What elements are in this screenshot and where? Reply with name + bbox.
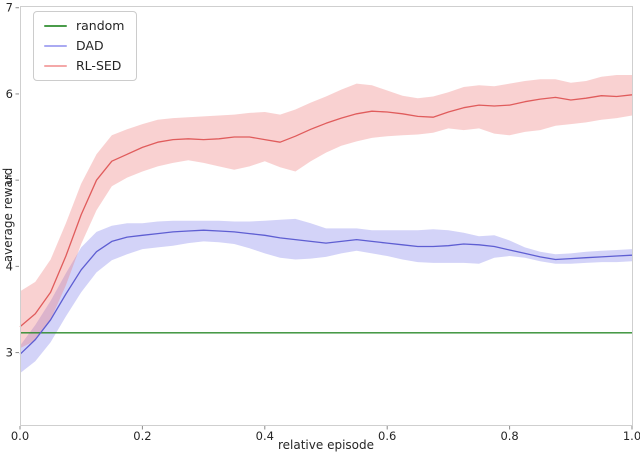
x-tick-label: 0.0 bbox=[11, 429, 29, 443]
y-tick-label: 5 bbox=[6, 173, 13, 187]
legend-label-dad: DAD bbox=[76, 38, 104, 53]
y-tick-label: 7 bbox=[6, 1, 13, 15]
legend-item-rl-sed: RL-SED bbox=[44, 59, 124, 73]
legend-label-random: random bbox=[76, 18, 125, 33]
y-tick-label: 4 bbox=[6, 259, 13, 273]
legend-item-dad: DAD bbox=[44, 39, 124, 53]
series-band-rl-sed bbox=[20, 75, 632, 349]
y-tick-label: 6 bbox=[6, 87, 13, 101]
plot-border bbox=[20, 6, 633, 426]
legend-line-swatch-random bbox=[44, 25, 67, 27]
x-tick-label: 0.4 bbox=[256, 429, 274, 443]
legend-line-swatch-rl-sed bbox=[44, 65, 67, 67]
x-tick-label: 0.2 bbox=[133, 429, 151, 443]
y-tick-label: 3 bbox=[6, 346, 13, 360]
series-band-dad bbox=[20, 218, 632, 374]
x-tick-label: 1.0 bbox=[623, 429, 640, 443]
x-axis-label: relative episode bbox=[277, 438, 374, 452]
series-line-rl-sed bbox=[19, 94, 633, 328]
y-axis-label: average reward bbox=[1, 167, 15, 263]
x-tick-label: 0.8 bbox=[500, 429, 518, 443]
series-line-dad bbox=[19, 229, 633, 355]
legend: random DAD RL-SED bbox=[33, 11, 138, 81]
x-tick-label: 0.6 bbox=[378, 429, 396, 443]
legend-item-random: random bbox=[44, 19, 124, 33]
legend-label-rl-sed: RL-SED bbox=[76, 58, 122, 73]
legend-line-swatch-dad bbox=[44, 45, 67, 47]
